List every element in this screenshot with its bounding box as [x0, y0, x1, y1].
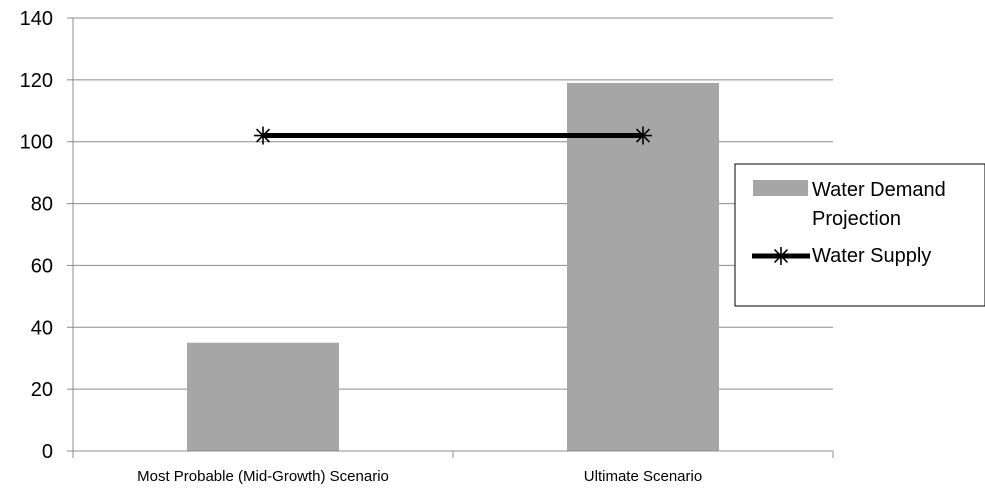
star-stroke: [635, 128, 651, 143]
gridlines: [73, 17, 833, 390]
y-tick-label: 20: [31, 379, 53, 401]
y-axis-tick-labels: 0 20 40 60 80 100 120 140: [20, 8, 53, 463]
legend: Water Demand Projection Water Supply: [734, 163, 985, 307]
legend-label: Water Supply: [812, 245, 931, 267]
line-series: [254, 126, 652, 145]
legend-label: Projection: [812, 208, 901, 230]
water-supply-point-0: [254, 126, 272, 145]
bar-series: [187, 82, 719, 451]
y-tick-label: 0: [42, 441, 53, 463]
star-stroke: [255, 128, 271, 143]
water-supply-point-1: [634, 126, 652, 145]
y-tick-label: 100: [20, 132, 53, 154]
axes: [67, 17, 834, 458]
legend-label: Water Demand: [812, 179, 946, 201]
y-tick-label: 140: [20, 8, 53, 30]
y-tick-label: 40: [31, 317, 53, 339]
star-stroke: [773, 248, 789, 264]
x-category-label: Most Probable (Mid-Growth) Scenario: [137, 468, 389, 485]
legend-star-marker: [772, 247, 790, 265]
y-tick-label: 80: [31, 194, 53, 216]
legend-swatch-bar: [753, 180, 808, 196]
x-category-label: Ultimate Scenario: [584, 468, 702, 485]
x-axis-category-labels: Most Probable (Mid-Growth) Scenario Ultim…: [137, 468, 702, 485]
y-tick-label: 60: [31, 255, 53, 277]
bar-0: [187, 342, 339, 451]
y-tick-label: 120: [20, 70, 53, 92]
